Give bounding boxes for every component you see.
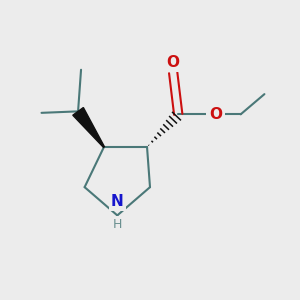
Polygon shape — [73, 107, 104, 147]
Text: O: O — [167, 55, 180, 70]
Text: O: O — [209, 107, 222, 122]
Text: H: H — [112, 218, 122, 231]
Text: N: N — [111, 194, 124, 209]
